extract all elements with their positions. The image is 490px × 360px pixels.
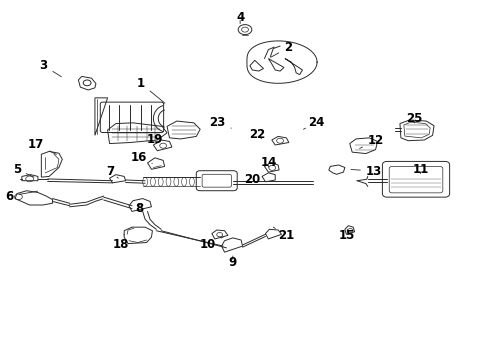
Text: 9: 9 xyxy=(229,256,237,269)
Text: 3: 3 xyxy=(40,59,61,77)
Text: 21: 21 xyxy=(273,227,294,242)
Text: 18: 18 xyxy=(113,234,129,251)
Text: 10: 10 xyxy=(199,237,223,251)
Text: 1: 1 xyxy=(137,77,165,103)
Text: 25: 25 xyxy=(406,112,423,125)
Text: 23: 23 xyxy=(209,116,231,129)
Text: 13: 13 xyxy=(351,165,382,177)
Text: 20: 20 xyxy=(244,173,260,186)
Text: 16: 16 xyxy=(130,151,152,165)
Text: 12: 12 xyxy=(360,134,384,148)
Text: 14: 14 xyxy=(261,156,277,169)
Text: 4: 4 xyxy=(236,11,244,24)
Text: 5: 5 xyxy=(13,163,34,177)
Text: 8: 8 xyxy=(135,202,144,215)
Text: 11: 11 xyxy=(412,163,429,176)
Text: 17: 17 xyxy=(28,138,56,154)
Text: 22: 22 xyxy=(249,128,265,141)
Text: 15: 15 xyxy=(339,229,356,242)
Text: 7: 7 xyxy=(106,165,118,178)
Text: 6: 6 xyxy=(5,190,38,203)
Text: 19: 19 xyxy=(147,133,163,146)
Text: 2: 2 xyxy=(271,41,292,57)
Text: 24: 24 xyxy=(303,116,325,129)
